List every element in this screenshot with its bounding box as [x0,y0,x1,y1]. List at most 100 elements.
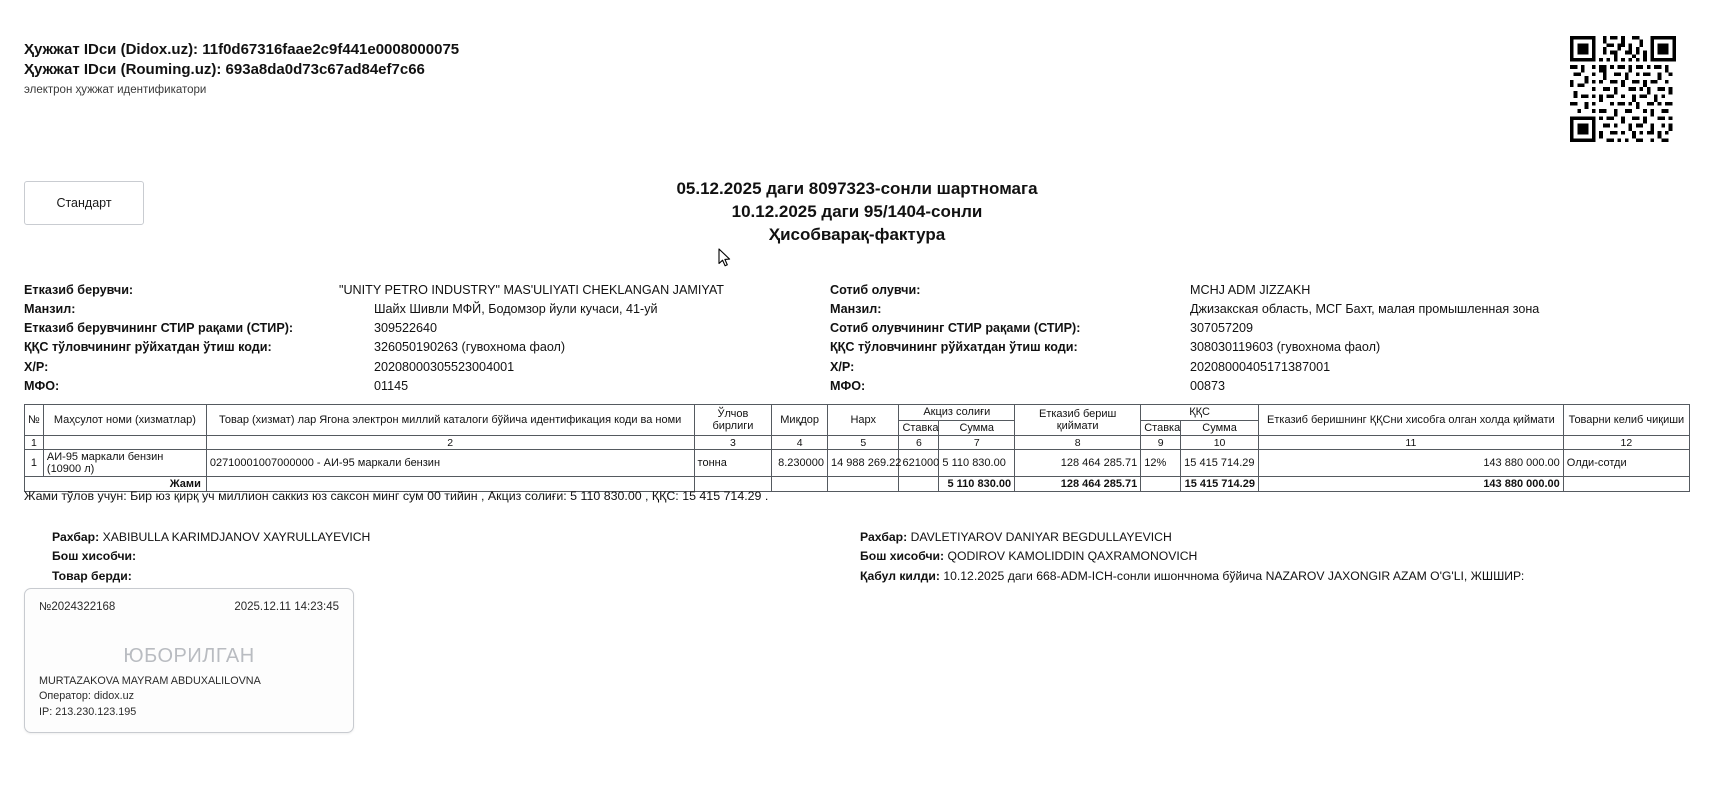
cell-delivery-value: 128 464 285.71 [1014,449,1142,478]
total-blank-price [827,476,900,493]
buyer-row: Сотиб олувчининг СТИР рақами (СТИР): 307… [830,319,1590,338]
colnum-8: 8 [1014,435,1142,451]
buyer-block: Сотиб олувчи: MCHJ ADM JIZZAKH Манзил: Д… [830,281,1590,396]
rouming-id-value: 693a8da0d73c67ad84ef7c66 [225,61,425,79]
buyer-vat-code-label: ҚҚС тўловчининг рўйхатдан ўтиш коди: [830,340,1078,355]
cell-product-name-main: АИ-95 маркали бензин [46,451,164,464]
supplier-row: Манзил: Шайх Шивли МФЙ, Бодомзор йули ку… [24,300,724,319]
buyer-signatures: Рахбар: DAVLETIYAROV DANIYAR BEGDULLAYEV… [860,528,1524,586]
th-delivery-value: Етказиб бериш қиймати [1014,403,1142,437]
didox-id-value: 11f0d67316faae2c9f441e0008000075 [202,41,460,58]
supplier-row: Етказиб берувчининг СТИР рақами (СТИР): … [24,319,724,338]
colnum-4: 4 [771,435,829,451]
buyer-vat-code-value: 308030119603 (гувохнома фаол) [1190,340,1381,355]
standard-button-label: Стандарт [56,196,112,210]
supplier-director-row: Рахбар: XABIBULLA KARIMDJANOV XAYRULLAYE… [52,528,370,547]
stamp-number: №2024322168 [39,601,116,613]
buyer-director-value: DAVLETIYAROV DANIYAR BEGDULLAYEVICH [907,530,1172,544]
supplier-accountant-row: Бош хисобчи: [52,547,370,566]
colnum-3: 3 [693,435,773,451]
supplier-mfo-label: МФО: [24,378,60,393]
buyer-name-value: MCHJ ADM JIZZAKH [1190,283,1311,297]
buyer-mfo-value: 00873 [1190,378,1226,393]
supplier-row: Х/Р: 20208000305523004001 [24,358,724,377]
buyer-row: Х/Р: 20208000405171387001 [830,358,1590,377]
supplier-vat-code-value: 326050190263 (гувохнома фаол) [374,340,566,355]
total-excise-sum: 5 110 830.00 [938,476,1016,493]
payment-summary-text: Жами тўлов учун: Бир юз қирқ уч миллион … [24,489,769,503]
colnum-12: 12 [1562,435,1691,451]
buyer-row: МФО: 00873 [830,377,1590,396]
supplier-address-label: Манзил: [24,302,76,317]
supplier-accountant-label: Бош хисобчи: [52,549,137,564]
title-line-contract: 05.12.2025 даги 8097323-сонли шартномага [676,179,1038,198]
cell-price: 14 988 269.22 [827,449,901,478]
supplier-account-value: 20208000305523004001 [374,359,515,374]
document-identifiers: Ҳужжат IDси (Didox.uz): 11f0d67316faae2c… [24,40,459,98]
supplier-director-value: XABIBULLA KARIMDJANOV XAYRULLAYEVICH [99,530,371,544]
cell-excise-rate: 621000 [898,449,940,478]
supplier-block: Етказиб берувчи: "UNITY PETRO INDUSTRY" … [24,281,724,396]
buyer-account-label: Х/Р: [830,359,855,374]
stamp-person-name: MURTAZAKOVA MAYRAM ABDUXALILOVNA [39,675,261,688]
cell-quantity: 8.230000 [771,449,829,478]
supplier-name-label: Етказиб берувчи: [24,283,134,297]
th-vat-rate: Ставка [1140,419,1182,437]
buyer-received-label: Қабул килди: [860,568,940,583]
th-unit: Ўлчов бирлиги [693,403,773,437]
total-with-vat: 143 880 000.00 [1257,476,1564,493]
signature-stamp-card: №2024322168 2025.12.11 14:23:45 ЮБОРИЛГА… [24,588,354,733]
title-line-number: 10.12.2025 даги 95/1404-сонли [731,201,983,221]
th-catalog-code: Товар (хизмат) лар Ягона электрон миллий… [205,403,695,437]
buyer-received-value: 10.12.2025 даги 668-ADM-ICH-сонли ишончн… [939,568,1525,583]
cell-unit: тонна [693,449,773,478]
buyer-accountant-row: Бош хисобчи: QODIROV KAMOLIDDIN QAXRAMON… [860,547,1524,566]
buyer-accountant-label: Бош хисобчи: [860,549,945,564]
stamp-ip: IP: 213.230.123.195 [39,705,137,718]
buyer-director-row: Рахбар: DAVLETIYAROV DANIYAR BEGDULLAYEV… [860,528,1524,547]
cell-no: 1 [24,449,44,478]
total-blank-catalog [205,476,695,493]
cell-vat-rate: 12% [1140,449,1182,478]
didox-id-line: Ҳужжат IDси (Didox.uz): 11f0d67316faae2c… [24,40,459,60]
th-total-with-vat: Етказиб беришнинг ҚҚСни хисобга олган хо… [1257,403,1564,437]
supplier-mfo-value: 01145 [374,378,409,393]
buyer-tin-value: 307057209 [1190,321,1254,336]
rouming-id-label: Ҳужжат IDси (Rouming.uz): [24,61,222,79]
buyer-row: Манзил: Джизакская область, МСГ Бахт, ма… [830,300,1590,319]
total-blank-excise-rate [898,476,940,493]
total-blank-origin [1562,476,1691,493]
supplier-row: ҚҚС тўловчининг рўйхатдан ўтиш коди: 326… [24,338,724,357]
th-excise-rate: Ставка [898,419,940,437]
table-subheader-row: Ставка Сумма Ставка Сумма [25,419,1690,437]
total-delivery-value: 128 464 285.71 [1014,476,1142,493]
supplier-vat-code-label: ҚҚС тўловчининг рўйхатдан ўтиш коди: [24,340,272,355]
colnum-7: 7 [938,435,1016,451]
cell-vat-sum: 15 415 714.29 [1180,449,1259,478]
status-badge: ЮБОРИЛГАН [123,645,255,667]
supplier-tin-value: 309522640 [374,321,438,336]
standard-button[interactable]: Стандарт [24,181,144,225]
th-vat-sum: Сумма [1180,419,1259,437]
th-excise-group: Акциз солиғи [898,404,1016,421]
stamp-footer: MURTAZAKOVA MAYRAM ABDUXALILOVNA Операто… [39,674,261,720]
qr-code-icon [1570,36,1676,142]
supplier-account-label: Х/Р: [24,359,49,374]
th-excise-sum: Сумма [938,419,1016,437]
total-blank-vat-rate [1140,476,1182,493]
table-row: 1 АИ-95 маркали бензин (10900 л) 0271000… [24,449,1691,478]
supplier-name-value: "UNITY PETRO INDUSTRY" MAS'ULIYATI CHEKL… [338,283,724,297]
th-quantity: Миқдор [771,403,829,437]
mouse-cursor-icon [718,248,732,268]
page-title: 05.12.2025 даги 8097323-сонли шартномага… [0,178,1714,247]
th-vat-group: ҚҚС [1140,404,1259,421]
didox-id-label: Ҳужжат IDси (Didox.uz): [24,41,199,58]
stamp-datetime: 2025.12.11 14:23:45 [234,601,339,613]
stamp-operator: Оператор: didox.uz [39,690,135,703]
cell-excise-sum: 5 110 830.00 [938,449,1016,478]
supplier-released-row: Товар берди: [52,567,370,586]
th-no: № [24,403,44,437]
stamp-header: №2024322168 2025.12.11 14:23:45 [39,601,339,613]
supplier-row: МФО: 01145 [24,377,724,396]
